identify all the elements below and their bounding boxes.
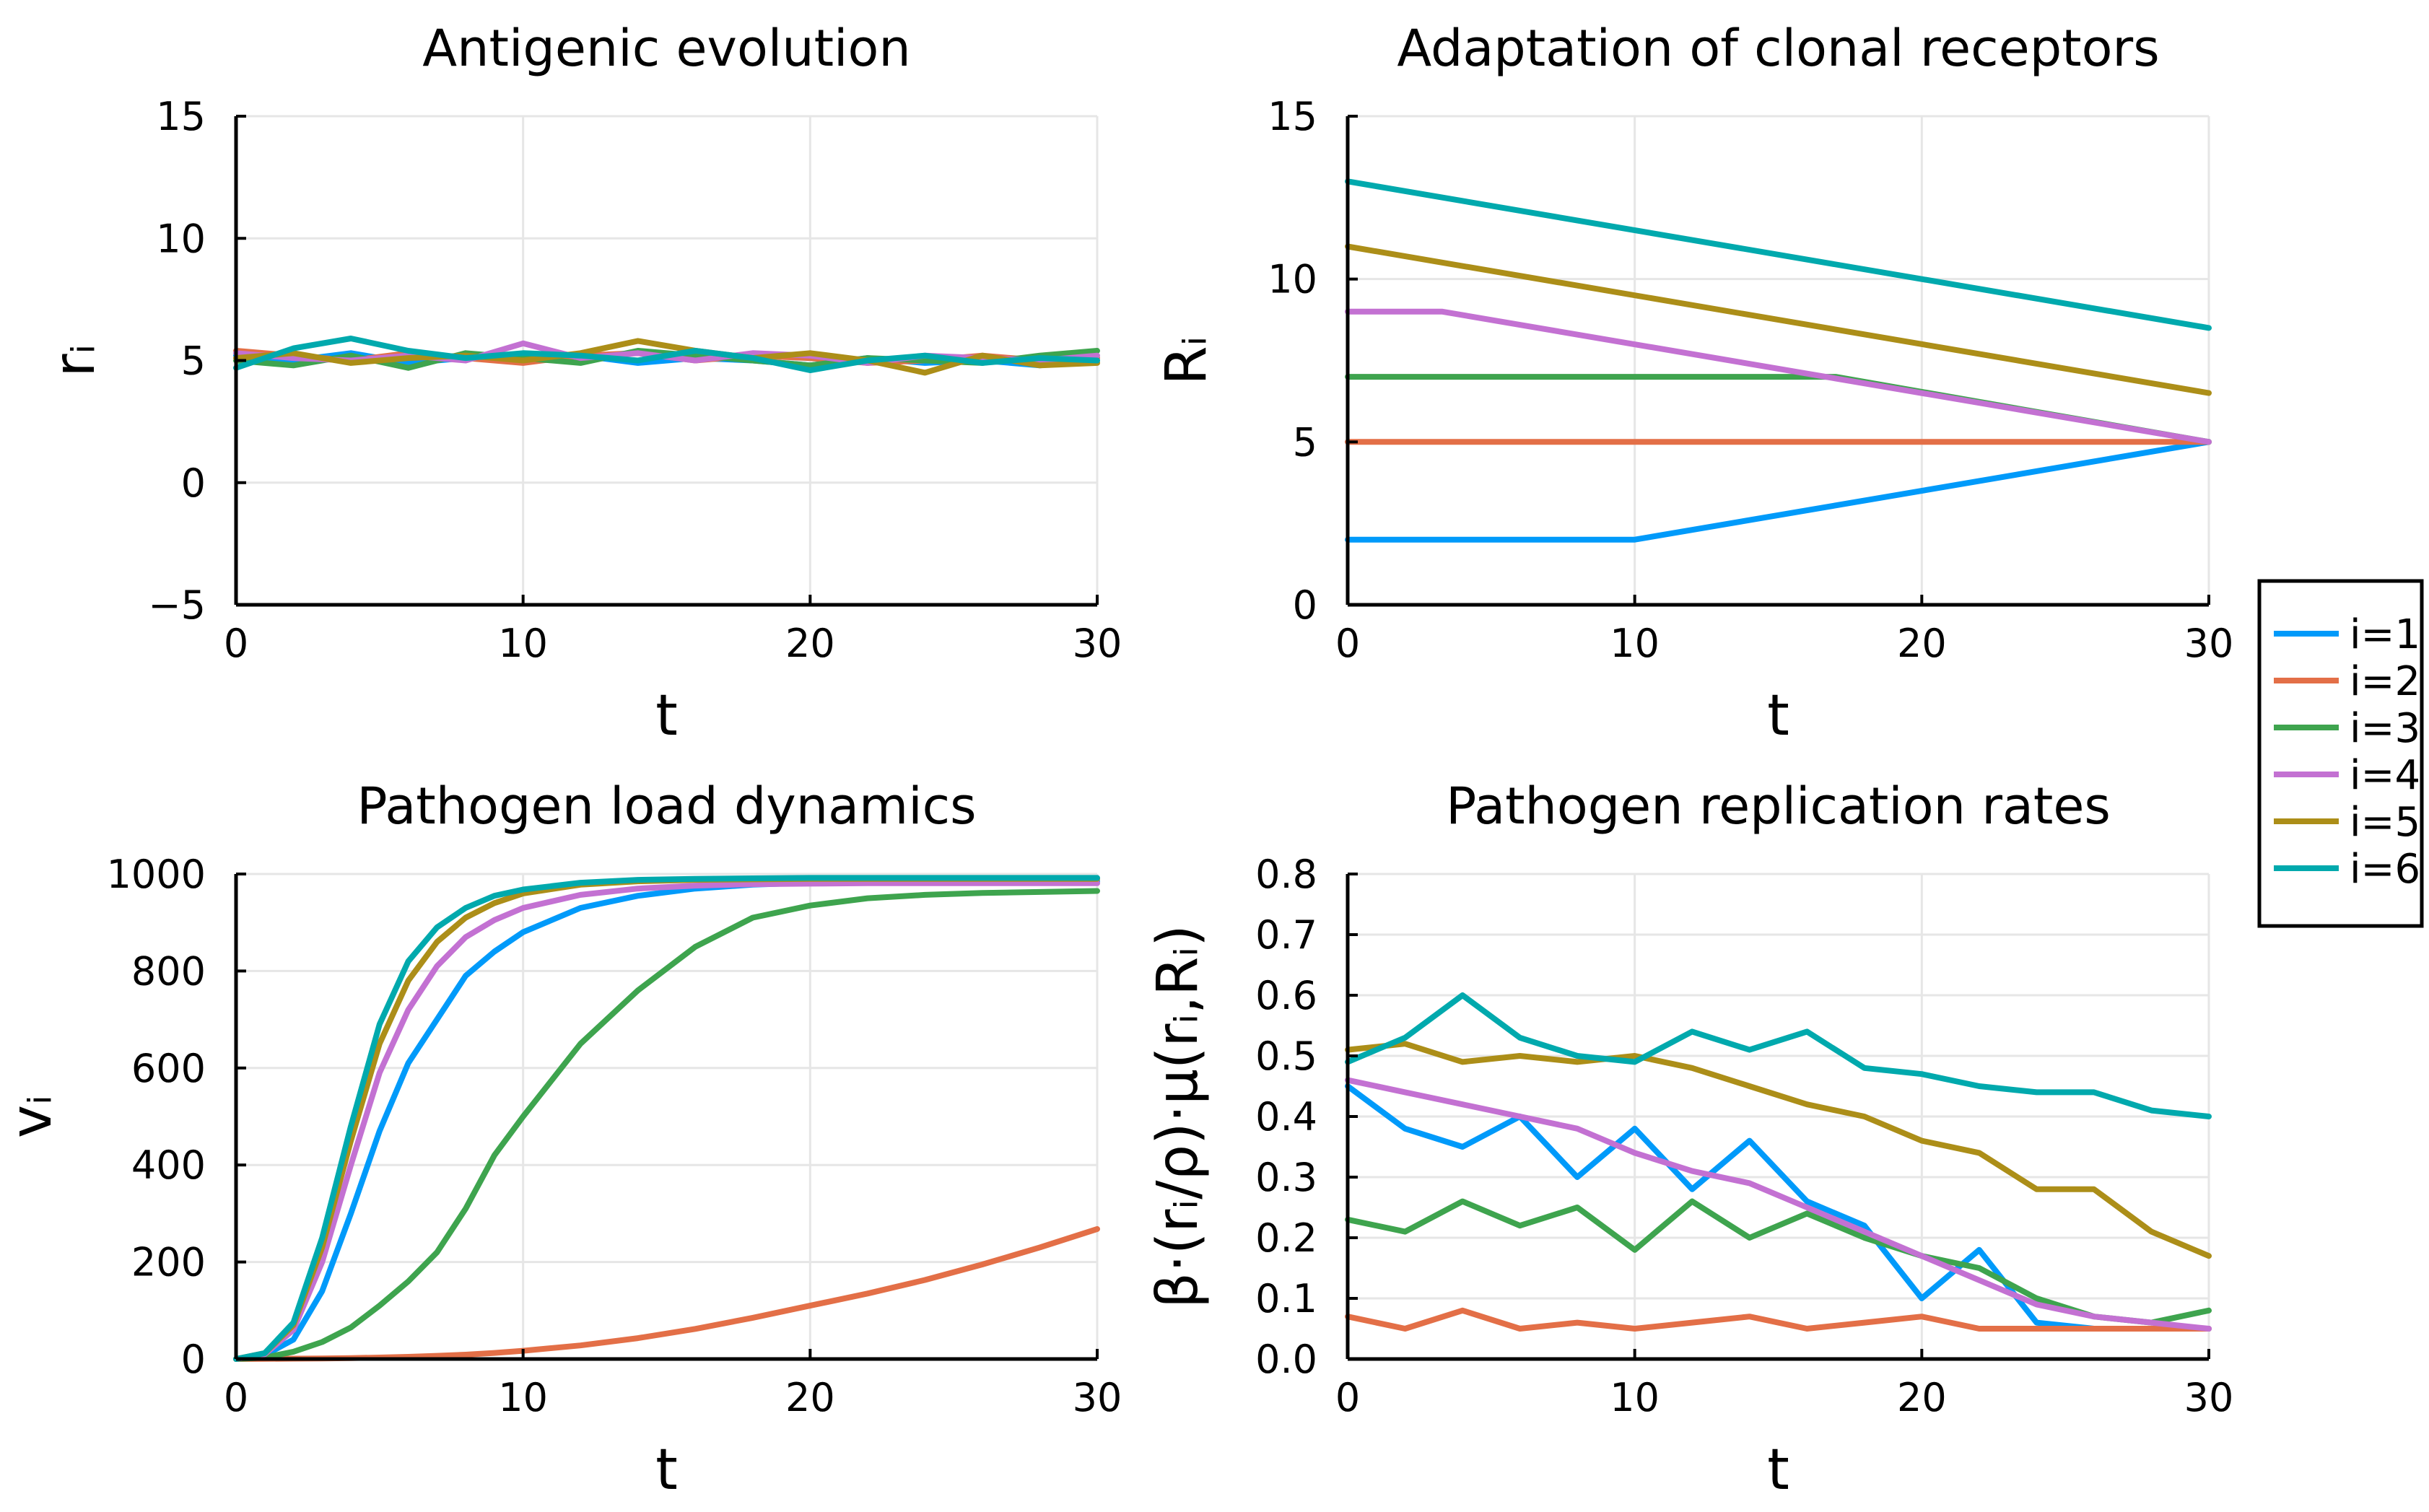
chart-title: Pathogen replication rates bbox=[1446, 777, 2111, 836]
y-tick-label: 10 bbox=[1268, 257, 1317, 302]
chart-title: Antigenic evolution bbox=[422, 19, 910, 78]
y-tick-label: 400 bbox=[131, 1142, 206, 1188]
y-tick-label: 0.2 bbox=[1255, 1215, 1317, 1261]
y-tick-label: 0 bbox=[1293, 582, 1317, 628]
x-axis-label: t bbox=[1767, 1438, 1789, 1503]
x-axis-label: t bbox=[1767, 683, 1789, 748]
series-line-i=6 bbox=[1345, 178, 2212, 331]
legend-label: i=1 bbox=[2350, 611, 2420, 658]
series-line-i=4 bbox=[1345, 1077, 2212, 1332]
series-line-i=5 bbox=[1345, 1041, 2212, 1259]
y-tick-label: 600 bbox=[131, 1046, 206, 1091]
x-tick-label: 10 bbox=[1610, 621, 1660, 666]
x-tick-label: 0 bbox=[1335, 621, 1360, 666]
legend-label: i=3 bbox=[2350, 705, 2420, 752]
x-tick-label: 0 bbox=[224, 621, 248, 666]
y-axis-label: Rᵢ bbox=[1154, 336, 1219, 385]
x-tick-label: 10 bbox=[498, 1375, 548, 1420]
x-tick-label: 30 bbox=[2184, 1375, 2234, 1420]
y-tick-label: 0 bbox=[181, 460, 206, 506]
x-tick-label: 30 bbox=[1073, 1375, 1122, 1420]
y-tick-label: 5 bbox=[181, 338, 206, 384]
series-line-i=4 bbox=[1345, 308, 2212, 445]
y-tick-label: 0.6 bbox=[1255, 973, 1317, 1018]
y-axis-label: vᵢ bbox=[0, 1095, 64, 1138]
y-tick-label: 1000 bbox=[107, 852, 206, 897]
chart-pathogen-load: 0 10 20 30 0 200 400 600 800 1000 Pathogen load dy… bbox=[0, 777, 1122, 1503]
y-axis-label: β·(rᵢ/ρ)·μ(rᵢ,Rᵢ) bbox=[1146, 925, 1211, 1308]
legend-label: i=5 bbox=[2350, 799, 2420, 846]
y-tick-label: 10 bbox=[156, 216, 206, 261]
chart-clonal-receptors: 0 10 20 30 0 5 10 15 Adaptation of clonal recept… bbox=[1154, 19, 2233, 748]
legend-label: i=6 bbox=[2350, 846, 2420, 893]
y-tick-label: 0.0 bbox=[1255, 1337, 1317, 1382]
y-tick-label: 0.1 bbox=[1255, 1276, 1317, 1321]
series-line-i=4 bbox=[233, 880, 1100, 1362]
legend: i=1i=2i=3i=4i=5i=6 bbox=[2257, 579, 2424, 928]
series-line-i=6 bbox=[1345, 992, 2212, 1119]
series-line-i=1 bbox=[1345, 439, 2212, 543]
legend-box bbox=[2257, 579, 2424, 928]
x-tick-label: 0 bbox=[224, 1375, 248, 1420]
y-tick-label: −5 bbox=[148, 582, 206, 628]
y-tick-label: 5 bbox=[1293, 419, 1317, 465]
series-line-i=2 bbox=[1345, 1307, 2212, 1332]
series-line-i=6 bbox=[233, 336, 1100, 373]
chart-antigenic-evolution: 0 10 20 30 −5 0 5 10 15 Antigenic evolution t rᵢ bbox=[43, 19, 1122, 748]
y-tick-label: 0.5 bbox=[1255, 1034, 1317, 1079]
series-line-i=5 bbox=[233, 338, 1100, 376]
series-line-i=5 bbox=[1345, 243, 2212, 396]
x-tick-label: 20 bbox=[785, 1375, 835, 1420]
series-line-i=6 bbox=[233, 875, 1100, 1362]
series-line-i=1 bbox=[1345, 1083, 2212, 1332]
x-tick-label: 30 bbox=[2184, 621, 2234, 666]
y-axis-label: rᵢ bbox=[43, 344, 108, 377]
y-tick-label: 15 bbox=[1268, 94, 1317, 139]
legend-label: i=2 bbox=[2350, 658, 2420, 705]
chart-title: Adaptation of clonal receptors bbox=[1397, 19, 2159, 78]
x-tick-label: 30 bbox=[1073, 621, 1122, 666]
y-tick-label: 0 bbox=[181, 1337, 206, 1382]
x-tick-label: 10 bbox=[1610, 1375, 1660, 1420]
x-tick-label: 20 bbox=[1897, 621, 1947, 666]
y-tick-label: 15 bbox=[156, 94, 206, 139]
x-axis-label: t bbox=[655, 1438, 678, 1503]
chart-title: Pathogen load dynamics bbox=[357, 777, 976, 836]
chart-replication-rates: 0 10 20 30 0.0 0.1 0.2 0.3 0.4 0.5 0.6 0.7 0.8 Pathog… bbox=[1146, 777, 2233, 1503]
legend-label: i=4 bbox=[2350, 752, 2420, 799]
x-tick-label: 20 bbox=[1897, 1375, 1947, 1420]
y-tick-label: 800 bbox=[131, 948, 206, 994]
y-tick-label: 0.7 bbox=[1255, 912, 1317, 958]
y-tick-label: 200 bbox=[131, 1240, 206, 1285]
x-tick-label: 20 bbox=[785, 621, 835, 666]
y-tick-label: 0.8 bbox=[1255, 852, 1317, 897]
x-axis-label: t bbox=[655, 683, 678, 748]
y-tick-label: 0.3 bbox=[1255, 1155, 1317, 1200]
x-tick-label: 0 bbox=[1335, 1375, 1360, 1420]
series-line-i=3 bbox=[1345, 1198, 2212, 1326]
y-tick-label: 0.4 bbox=[1255, 1094, 1317, 1140]
x-tick-label: 10 bbox=[498, 621, 548, 666]
series-line-i=3 bbox=[233, 888, 1100, 1362]
